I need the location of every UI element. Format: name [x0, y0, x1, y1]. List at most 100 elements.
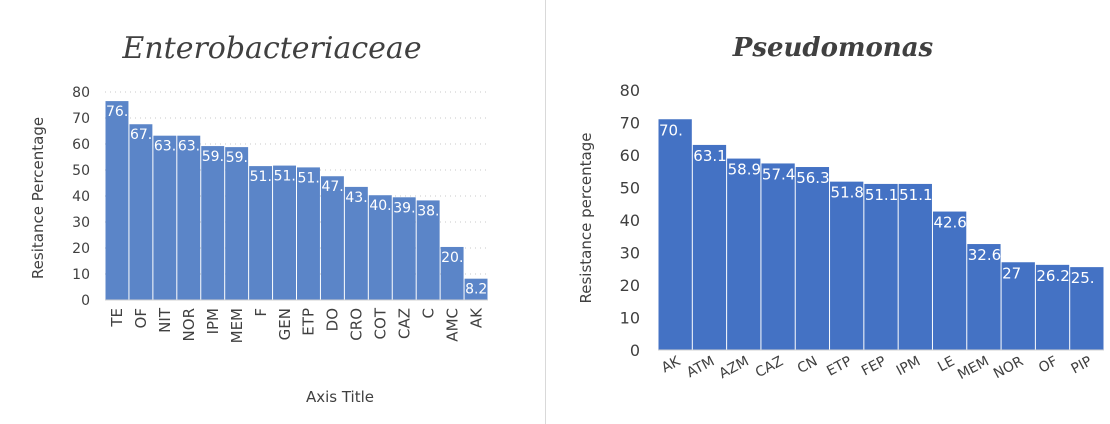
x-tick-label: MEM — [228, 308, 246, 343]
y-tick-label: 50 — [72, 163, 90, 179]
x-tick-label: GEN — [276, 308, 294, 340]
bar — [153, 135, 177, 300]
x-tick-label: AK — [659, 353, 684, 376]
bar — [1001, 262, 1035, 350]
data-label: 51.1 — [899, 186, 932, 204]
x-tick-label: ETP — [300, 308, 318, 336]
x-tick-label: CAZ — [753, 353, 786, 381]
data-label: 42.6 — [933, 214, 966, 232]
data-label: 59. — [226, 150, 248, 166]
panel-divider — [545, 0, 546, 424]
y-tick-label: 40 — [620, 211, 640, 230]
x-tick-label: OF — [1036, 353, 1060, 376]
bar — [727, 158, 761, 350]
chart-title: Pseudomonas — [732, 33, 934, 63]
bar — [898, 183, 932, 350]
x-tick-label: ATM — [684, 353, 717, 381]
bar — [201, 146, 225, 300]
data-label: 63. — [178, 139, 200, 155]
bar — [105, 101, 129, 300]
bar — [368, 195, 392, 300]
x-tick-label: IPM — [204, 308, 222, 334]
bar — [249, 166, 273, 300]
x-tick-label: CN — [795, 353, 820, 377]
bar — [864, 183, 898, 350]
x-tick-label: AMC — [443, 308, 461, 342]
x-tick-label: OF — [132, 308, 150, 328]
x-tick-label: NOR — [991, 353, 1026, 382]
bar — [320, 176, 344, 300]
bar — [967, 244, 1001, 350]
data-label: 51.8 — [831, 184, 864, 202]
x-tick-label: FEP — [859, 353, 889, 379]
y-tick-label: 80 — [620, 81, 640, 100]
y-tick-label: 10 — [620, 308, 640, 327]
data-label: 38.3 — [417, 203, 448, 219]
x-tick-label: MEM — [955, 353, 992, 383]
y-tick-label: 20 — [72, 241, 90, 257]
bar — [440, 246, 464, 300]
y-tick-label: 30 — [72, 215, 90, 231]
data-label: 39.5 — [393, 200, 424, 216]
x-tick-label: DO — [324, 308, 342, 331]
x-tick-label: AK — [467, 307, 485, 328]
bar — [297, 167, 320, 300]
y-tick-label: 70 — [620, 113, 640, 132]
y-tick-label: 30 — [620, 243, 640, 262]
x-tick-label: CRO — [348, 308, 366, 341]
bar — [1070, 267, 1104, 350]
chart-pseudomonas-svg: Pseudomonas Resistance percentage 0 10 20 3… — [577, 33, 1104, 383]
y-tick-label: 10 — [72, 267, 90, 283]
x-tick-label: ETP — [824, 353, 854, 379]
data-label: 58.9 — [728, 161, 761, 179]
x-tick-label: LE — [935, 353, 957, 375]
bar — [761, 163, 795, 350]
x-tick-label: AZM — [717, 353, 752, 382]
data-label: 26.2 — [1036, 267, 1069, 285]
data-label: 43.5 — [345, 190, 376, 206]
x-axis-title: Axis Title — [306, 388, 374, 406]
chart-enterobacteriaceae: Enterobacteriaceae Axis Title Resitance … — [0, 0, 545, 424]
bar — [392, 197, 416, 300]
y-tick-label: 60 — [620, 146, 640, 165]
bar — [464, 278, 488, 300]
data-label: 51.1 — [865, 186, 898, 204]
data-label: 51. — [250, 169, 272, 185]
bar — [273, 165, 296, 300]
data-label: 8.2 — [465, 282, 487, 298]
y-axis-title: Resitance Percentage — [29, 117, 47, 279]
chart-enterobacteriaceae-svg: Enterobacteriaceae Axis Title Resitance … — [29, 31, 488, 406]
x-tick-label: NIT — [156, 307, 174, 333]
data-label: 51. — [298, 170, 320, 186]
x-tick-label: PIP — [1069, 353, 1095, 377]
chart-pseudomonas: Pseudomonas Resistance percentage 0 10 20 3… — [546, 0, 1110, 424]
bar — [177, 135, 201, 300]
bar — [1035, 264, 1070, 350]
data-label: 25. — [1071, 269, 1095, 287]
data-label: 51.7 — [274, 169, 305, 185]
data-label: 56.3 — [796, 169, 829, 187]
bar — [795, 167, 830, 350]
data-label: 57.4 — [762, 165, 795, 183]
data-label: 59. — [202, 149, 224, 165]
y-tick-label: 0 — [81, 293, 90, 309]
y-tick-label: 40 — [72, 189, 90, 205]
y-tick-label: 50 — [620, 178, 640, 197]
data-label: 20.4 — [441, 250, 472, 266]
bar — [932, 211, 967, 350]
bar — [344, 186, 368, 300]
y-tick-label: 20 — [620, 276, 640, 295]
data-label: 40.3 — [369, 198, 400, 214]
data-label: 32.6 — [968, 246, 1001, 264]
x-tick-label: COT — [372, 307, 390, 339]
data-label: 70. — [659, 121, 683, 139]
x-tick-label: F — [252, 308, 270, 317]
x-tick-label: IPM — [894, 353, 923, 379]
bar — [416, 200, 440, 300]
x-tick-label: NOR — [180, 308, 198, 341]
bar — [225, 147, 249, 300]
x-tick-label: C — [419, 308, 437, 318]
data-label: 63. — [154, 139, 176, 155]
y-tick-label: 80 — [72, 85, 90, 101]
y-axis-title: Resistance percentage — [577, 133, 595, 304]
